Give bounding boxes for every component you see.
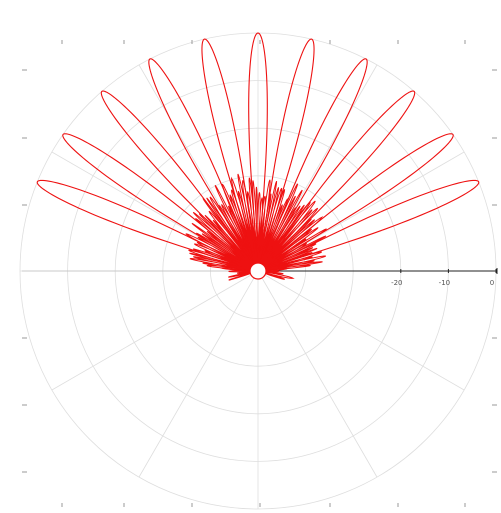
main-lobe: [257, 58, 368, 272]
main-lobe: [148, 58, 259, 272]
pattern-trace: [36, 32, 480, 281]
main-lobe: [257, 90, 416, 272]
radial-tick-label: -20: [391, 279, 402, 287]
frame-ticks: [22, 40, 497, 507]
main-lobe: [257, 38, 315, 272]
grid-spoke: [257, 270, 378, 478]
near-null-lobes: [219, 235, 295, 281]
main-lobe: [36, 179, 259, 272]
radial-tick-label: -10: [439, 279, 450, 287]
radial-tick-label: 0: [490, 279, 494, 287]
main-lobe: [62, 133, 259, 272]
main-lobe: [201, 38, 259, 272]
radial-tick-labels: -20 -10 0: [391, 269, 497, 287]
main-lobe: [100, 90, 259, 272]
grid-spoke: [138, 270, 259, 478]
main-lobe: [257, 179, 480, 272]
side-lobes: [185, 173, 327, 272]
polar-axes: [22, 268, 498, 274]
grid-spoke: [257, 270, 465, 391]
origin-marker: [249, 262, 267, 280]
grid-spoke: [51, 270, 259, 391]
main-lobe: [248, 32, 268, 272]
main-lobe: [257, 133, 454, 272]
